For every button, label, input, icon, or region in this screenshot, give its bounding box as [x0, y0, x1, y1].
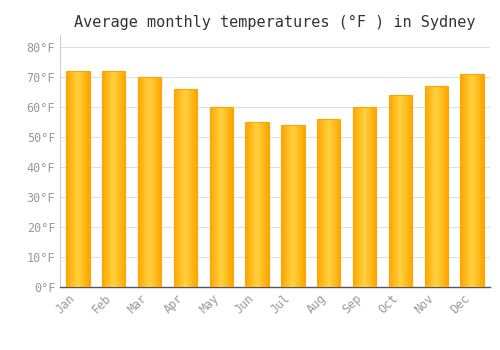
Bar: [317, 119, 340, 287]
Bar: [102, 71, 126, 287]
Bar: [138, 77, 161, 287]
Bar: [424, 86, 448, 287]
Bar: [210, 107, 233, 287]
Bar: [389, 95, 412, 287]
Bar: [174, 89, 197, 287]
Bar: [66, 71, 90, 287]
Bar: [282, 125, 304, 287]
Bar: [353, 107, 376, 287]
Bar: [246, 122, 268, 287]
Title: Average monthly temperatures (°F ) in Sydney: Average monthly temperatures (°F ) in Sy…: [74, 15, 476, 30]
Bar: [460, 74, 483, 287]
